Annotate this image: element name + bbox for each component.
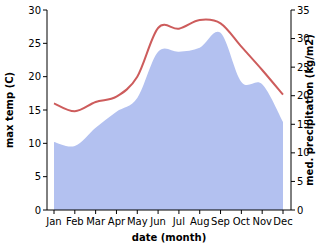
precipitation-area (54, 32, 283, 210)
y-tick (43, 76, 47, 77)
x-tick-label: Nov (252, 216, 272, 227)
y-tick (43, 10, 47, 11)
y-tick-label: 5 (35, 171, 41, 182)
y-tick-label: 15 (28, 105, 41, 116)
chart: 05101520253005101520253035JanFebMarAprMa… (0, 0, 318, 247)
x-tick-label: Dec (273, 216, 292, 227)
y-tick-label: 30 (28, 5, 41, 16)
y-tick (43, 176, 47, 177)
y-tick-label: 0 (35, 205, 41, 216)
x-tick-label: Apr (108, 216, 126, 227)
x-tick-label: Feb (66, 216, 84, 227)
y-tick-label: 25 (28, 38, 41, 49)
y2-tick (291, 152, 295, 153)
x-tick (137, 210, 138, 214)
x-tick (54, 210, 55, 214)
x-tick (178, 210, 179, 214)
x-tick-label: Jan (45, 216, 61, 227)
x-tick (116, 210, 117, 214)
y2-tick (291, 38, 295, 39)
y2-tick (291, 95, 295, 96)
x-tick (199, 210, 200, 214)
x-tick-label: May (127, 216, 148, 227)
y-tick (43, 110, 47, 111)
x-tick (74, 210, 75, 214)
x-tick-label: Mar (86, 216, 106, 227)
x-tick-label: Jul (172, 216, 185, 227)
x-tick (220, 210, 221, 214)
y2-axis-line (291, 10, 292, 210)
y2-tick (291, 124, 295, 125)
y2-tick-label: 0 (297, 205, 303, 216)
temperature-line (54, 19, 283, 111)
y-tick (43, 210, 47, 211)
y-tick (43, 143, 47, 144)
y-tick-label: 10 (28, 138, 41, 149)
x-tick (283, 210, 284, 214)
x-tick (95, 210, 96, 214)
x-tick-label: Aug (190, 216, 210, 227)
y2-tick (291, 210, 295, 211)
x-tick (158, 210, 159, 214)
x-tick (241, 210, 242, 214)
y2-tick (291, 10, 295, 11)
x-tick-label: Jun (149, 216, 166, 227)
plot-marks (54, 19, 283, 210)
y-tick (43, 43, 47, 44)
x-tick-label: Oct (233, 216, 250, 227)
x-axis-line (47, 210, 291, 211)
y2-tick-label: 5 (297, 176, 303, 187)
y2-axis-label: med. precipitation (kg/m2) (304, 34, 315, 186)
y-axis-label: max temp (C) (4, 72, 15, 148)
y2-tick (291, 67, 295, 68)
x-tick (262, 210, 263, 214)
y2-tick-label: 35 (297, 5, 310, 16)
x-tick-label: Sep (211, 216, 230, 227)
y-tick-label: 20 (28, 71, 41, 82)
y2-tick (291, 181, 295, 182)
x-axis-label: date (month) (132, 232, 206, 243)
